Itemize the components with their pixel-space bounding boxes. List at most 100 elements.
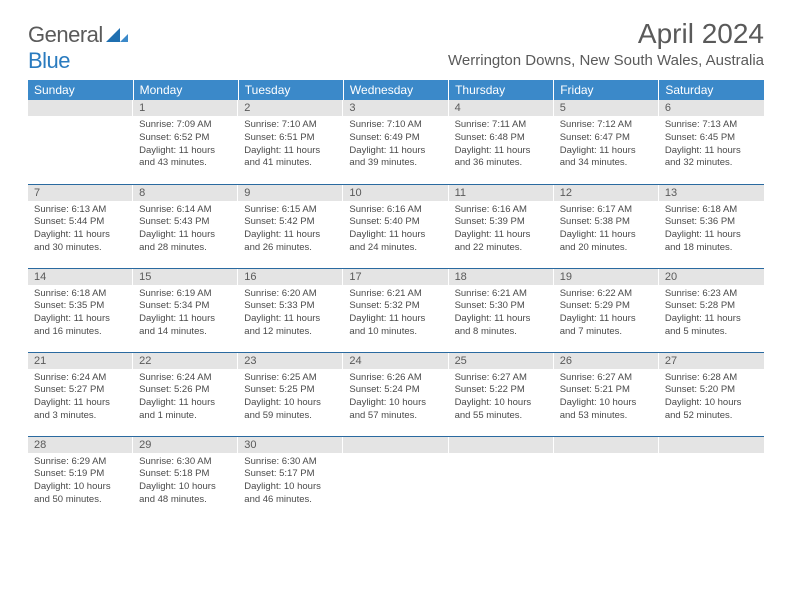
sunset-line: Sunset: 6:49 PM: [349, 132, 442, 145]
daylight-line: Daylight: 10 hours and 53 minutes.: [560, 397, 653, 423]
calendar-head: SundayMondayTuesdayWednesdayThursdayFrid…: [28, 80, 764, 100]
sunrise-line: Sunrise: 6:28 AM: [665, 372, 758, 385]
calendar-day-cell: 14Sunrise: 6:18 AMSunset: 5:35 PMDayligh…: [28, 268, 133, 352]
calendar-week-row: 7Sunrise: 6:13 AMSunset: 5:44 PMDaylight…: [28, 184, 764, 268]
daylight-line: Daylight: 11 hours and 14 minutes.: [139, 313, 232, 339]
calendar-body: 1Sunrise: 7:09 AMSunset: 6:52 PMDaylight…: [28, 100, 764, 520]
sunrise-line: Sunrise: 7:13 AM: [665, 119, 758, 132]
day-body: Sunrise: 6:25 AMSunset: 5:25 PMDaylight:…: [238, 369, 343, 426]
day-number: 27: [659, 353, 764, 369]
sunrise-line: Sunrise: 7:10 AM: [244, 119, 337, 132]
sunset-line: Sunset: 6:52 PM: [139, 132, 232, 145]
sunrise-line: Sunrise: 6:24 AM: [139, 372, 232, 385]
daylight-line: Daylight: 11 hours and 1 minute.: [139, 397, 232, 423]
day-number: 16: [238, 269, 343, 285]
day-body: [28, 116, 133, 122]
day-number: 7: [28, 185, 133, 201]
weekday-header: Wednesday: [343, 80, 448, 100]
calendar-day-cell: 25Sunrise: 6:27 AMSunset: 5:22 PMDayligh…: [449, 352, 554, 436]
sunrise-line: Sunrise: 6:20 AM: [244, 288, 337, 301]
brand-logo: GeneralBlue: [28, 22, 128, 74]
day-number: 26: [554, 353, 659, 369]
daylight-line: Daylight: 11 hours and 7 minutes.: [560, 313, 653, 339]
calendar-day-cell: 11Sunrise: 6:16 AMSunset: 5:39 PMDayligh…: [449, 184, 554, 268]
calendar-day-cell: 4Sunrise: 7:11 AMSunset: 6:48 PMDaylight…: [449, 100, 554, 184]
calendar-day-cell: 17Sunrise: 6:21 AMSunset: 5:32 PMDayligh…: [343, 268, 448, 352]
sunset-line: Sunset: 5:27 PM: [34, 384, 127, 397]
daylight-line: Daylight: 10 hours and 48 minutes.: [139, 481, 232, 507]
day-number: 6: [659, 100, 764, 116]
day-body: Sunrise: 7:10 AMSunset: 6:49 PMDaylight:…: [343, 116, 448, 173]
sunset-line: Sunset: 5:44 PM: [34, 216, 127, 229]
day-number: 22: [133, 353, 238, 369]
page-header: GeneralBlue April 2024 Werrington Downs,…: [28, 18, 764, 74]
daylight-line: Daylight: 10 hours and 59 minutes.: [244, 397, 337, 423]
calendar-day-cell: 8Sunrise: 6:14 AMSunset: 5:43 PMDaylight…: [133, 184, 238, 268]
day-number: 5: [554, 100, 659, 116]
location-text: Werrington Downs, New South Wales, Austr…: [448, 52, 764, 69]
day-body: Sunrise: 6:23 AMSunset: 5:28 PMDaylight:…: [659, 285, 764, 342]
sunrise-line: Sunrise: 6:30 AM: [244, 456, 337, 469]
sunrise-line: Sunrise: 6:13 AM: [34, 204, 127, 217]
day-number: 8: [133, 185, 238, 201]
day-number: 28: [28, 437, 133, 453]
calendar-week-row: 1Sunrise: 7:09 AMSunset: 6:52 PMDaylight…: [28, 100, 764, 184]
day-body: Sunrise: 7:12 AMSunset: 6:47 PMDaylight:…: [554, 116, 659, 173]
day-body: [449, 453, 554, 459]
sunset-line: Sunset: 5:40 PM: [349, 216, 442, 229]
daylight-line: Daylight: 11 hours and 18 minutes.: [665, 229, 758, 255]
sunrise-line: Sunrise: 6:26 AM: [349, 372, 442, 385]
calendar-day-cell: 13Sunrise: 6:18 AMSunset: 5:36 PMDayligh…: [659, 184, 764, 268]
sunrise-line: Sunrise: 6:16 AM: [455, 204, 548, 217]
sunrise-line: Sunrise: 6:27 AM: [455, 372, 548, 385]
day-number: 25: [449, 353, 554, 369]
day-body: Sunrise: 7:10 AMSunset: 6:51 PMDaylight:…: [238, 116, 343, 173]
calendar-day-cell: 5Sunrise: 7:12 AMSunset: 6:47 PMDaylight…: [554, 100, 659, 184]
day-number: 14: [28, 269, 133, 285]
day-number: 29: [133, 437, 238, 453]
day-body: Sunrise: 6:21 AMSunset: 5:30 PMDaylight:…: [449, 285, 554, 342]
day-number: 4: [449, 100, 554, 116]
sunset-line: Sunset: 5:25 PM: [244, 384, 337, 397]
day-number: [343, 437, 448, 453]
sunset-line: Sunset: 5:20 PM: [665, 384, 758, 397]
day-body: Sunrise: 6:15 AMSunset: 5:42 PMDaylight:…: [238, 201, 343, 258]
sunset-line: Sunset: 5:26 PM: [139, 384, 232, 397]
daylight-line: Daylight: 10 hours and 50 minutes.: [34, 481, 127, 507]
sunrise-line: Sunrise: 6:25 AM: [244, 372, 337, 385]
sunset-line: Sunset: 5:17 PM: [244, 468, 337, 481]
brand-part2: Blue: [28, 48, 70, 73]
daylight-line: Daylight: 11 hours and 26 minutes.: [244, 229, 337, 255]
daylight-line: Daylight: 11 hours and 12 minutes.: [244, 313, 337, 339]
day-body: [659, 453, 764, 459]
weekday-header: Thursday: [449, 80, 554, 100]
day-body: [343, 453, 448, 459]
day-number: 23: [238, 353, 343, 369]
sunrise-line: Sunrise: 6:18 AM: [34, 288, 127, 301]
sunset-line: Sunset: 5:32 PM: [349, 300, 442, 313]
day-body: Sunrise: 6:21 AMSunset: 5:32 PMDaylight:…: [343, 285, 448, 342]
weekday-header: Tuesday: [238, 80, 343, 100]
sunrise-line: Sunrise: 6:17 AM: [560, 204, 653, 217]
sunset-line: Sunset: 5:21 PM: [560, 384, 653, 397]
calendar-day-cell: 3Sunrise: 7:10 AMSunset: 6:49 PMDaylight…: [343, 100, 448, 184]
day-number: 3: [343, 100, 448, 116]
daylight-line: Daylight: 10 hours and 46 minutes.: [244, 481, 337, 507]
daylight-line: Daylight: 11 hours and 34 minutes.: [560, 145, 653, 171]
sunset-line: Sunset: 5:38 PM: [560, 216, 653, 229]
day-number: 30: [238, 437, 343, 453]
daylight-line: Daylight: 11 hours and 24 minutes.: [349, 229, 442, 255]
calendar-day-cell: 27Sunrise: 6:28 AMSunset: 5:20 PMDayligh…: [659, 352, 764, 436]
calendar-day-cell: 16Sunrise: 6:20 AMSunset: 5:33 PMDayligh…: [238, 268, 343, 352]
day-number: 9: [238, 185, 343, 201]
daylight-line: Daylight: 11 hours and 3 minutes.: [34, 397, 127, 423]
calendar-day-cell: 7 Sunrise: 6:13 AMSunset: 5:44 PMDaylight…: [28, 184, 133, 268]
day-body: Sunrise: 6:29 AMSunset: 5:19 PMDaylight:…: [28, 453, 133, 510]
calendar-day-cell: 28Sunrise: 6:29 AMSunset: 5:19 PMDayligh…: [28, 436, 133, 520]
calendar-week-row: 28Sunrise: 6:29 AMSunset: 5:19 PMDayligh…: [28, 436, 764, 520]
daylight-line: Daylight: 11 hours and 30 minutes.: [34, 229, 127, 255]
calendar-week-row: 14Sunrise: 6:18 AMSunset: 5:35 PMDayligh…: [28, 268, 764, 352]
sunrise-line: Sunrise: 6:19 AM: [139, 288, 232, 301]
calendar-day-cell: 12Sunrise: 6:17 AMSunset: 5:38 PMDayligh…: [554, 184, 659, 268]
calendar-day-cell: 23Sunrise: 6:25 AMSunset: 5:25 PMDayligh…: [238, 352, 343, 436]
